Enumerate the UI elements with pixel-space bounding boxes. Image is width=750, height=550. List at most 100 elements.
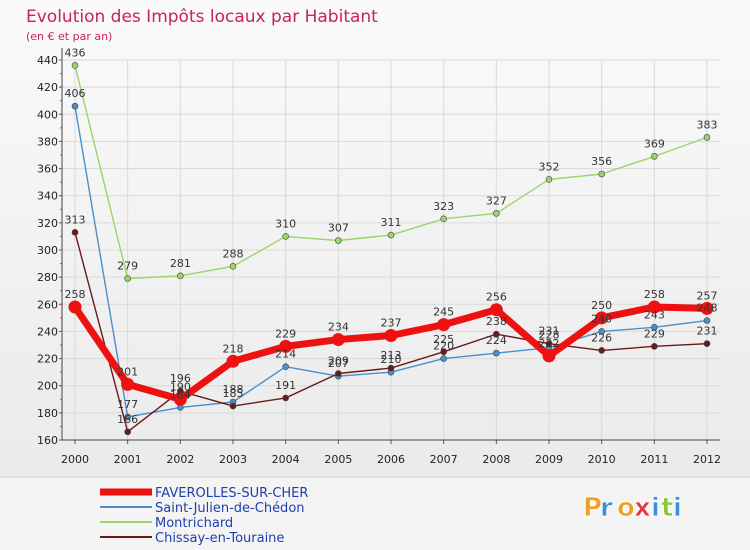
point-faverolles-sur-cher	[173, 392, 187, 406]
point-montrichard	[177, 272, 184, 280]
y-tick-label: 300	[37, 244, 58, 257]
point-saint-julien-de-chedon	[71, 102, 79, 110]
data-label-saint-julien-de-chedon: 184	[170, 388, 191, 401]
point-faverolles-sur-cher	[226, 354, 240, 368]
legend-label-faverolles-sur-cher: FAVEROLLES-SUR-CHER	[155, 486, 308, 501]
logo-letter: P	[583, 493, 602, 523]
data-label-chissay-en-touraine: 196	[170, 372, 191, 385]
legend-label-saint-julien-de-chedon: Saint-Julien-de-Chédon	[155, 501, 305, 516]
data-label-saint-julien-de-chedon: 214	[275, 348, 296, 361]
point-montrichard	[71, 62, 79, 69]
data-label-chissay-en-touraine: 225	[433, 333, 454, 346]
point-chissay-en-touraine	[703, 340, 711, 347]
data-label-saint-julien-de-chedon: 188	[223, 383, 244, 396]
x-tick-labels: 2000 2001 2002 2003 2004 2005 2006 2007 2008 2009…	[61, 453, 721, 466]
series-group	[68, 62, 714, 436]
point-montrichard	[493, 210, 500, 217]
y-tick-label: 260	[37, 298, 58, 311]
data-label-chissay-en-touraine: 213	[381, 349, 402, 362]
y-tick-label: 280	[37, 271, 58, 284]
point-saint-julien-de-chedon	[282, 363, 289, 371]
logo-letter: i	[651, 493, 660, 523]
data-label-faverolles-sur-cher: 229	[275, 327, 296, 340]
data-label-chissay-en-touraine: 191	[275, 379, 296, 392]
data-label-montrichard: 352	[539, 160, 560, 173]
data-label-chissay-en-touraine: 209	[328, 355, 349, 368]
gridlines	[62, 59, 720, 441]
data-label-faverolles-sur-cher: 222	[539, 337, 560, 350]
point-montrichard	[440, 215, 447, 223]
point-montrichard	[229, 262, 237, 270]
x-tick-label: 2006	[377, 453, 405, 466]
data-label-saint-julien-de-chedon: 224	[486, 334, 507, 347]
y-tick-label: 400	[37, 108, 58, 121]
data-label-saint-julien-de-chedon: 406	[65, 87, 86, 100]
data-label-chissay-en-touraine: 238	[486, 315, 507, 328]
point-faverolles-sur-cher	[121, 377, 135, 391]
point-montrichard	[545, 176, 553, 183]
axes	[59, 48, 720, 444]
data-label-saint-julien-de-chedon: 228	[539, 329, 560, 342]
data-label-montrichard: 307	[328, 222, 349, 235]
x-tick-label: 2001	[114, 453, 142, 466]
logo-letter: o	[617, 493, 635, 523]
x-tick-label: 2005	[324, 453, 352, 466]
x-tick-label: 2009	[535, 453, 563, 466]
data-label-faverolles-sur-cher: 258	[644, 288, 665, 301]
point-chissay-en-touraine	[598, 347, 605, 354]
data-label-saint-julien-de-chedon: 210	[381, 353, 402, 366]
data-label-saint-julien-de-chedon: 177	[117, 398, 138, 411]
data-label-chissay-en-touraine: 231	[539, 325, 560, 338]
data-label-montrichard: 383	[697, 118, 718, 131]
point-chissay-en-touraine	[493, 330, 500, 338]
data-label-saint-julien-de-chedon: 240	[591, 312, 612, 325]
data-label-faverolles-sur-cher: 237	[381, 317, 402, 330]
data-label-saint-julien-de-chedon: 220	[433, 340, 454, 353]
point-chissay-en-touraine	[282, 394, 289, 402]
data-label-saint-julien-de-chedon: 248	[697, 302, 718, 315]
data-label-chissay-en-touraine: 229	[644, 327, 665, 340]
point-saint-julien-de-chedon	[493, 349, 500, 357]
legend-label-montrichard: Montrichard	[155, 516, 233, 531]
x-tick-label: 2002	[166, 453, 194, 466]
y-tick-label: 360	[37, 163, 58, 176]
data-label-faverolles-sur-cher: 234	[328, 321, 349, 334]
point-montrichard	[124, 275, 131, 282]
point-saint-julien-de-chedon	[124, 413, 131, 421]
point-chissay-en-touraine	[124, 428, 131, 436]
data-label-faverolles-sur-cher: 201	[117, 365, 138, 378]
data-label-montrichard: 281	[170, 257, 191, 270]
data-label-montrichard: 279	[117, 260, 138, 273]
x-tick-label: 2011	[640, 453, 668, 466]
legend: FAVEROLLES-SUR-CHERSaint-Julien-de-Chédo…	[100, 486, 308, 546]
legend-label-chissay-en-touraine: Chissay-en-Touraine	[155, 531, 284, 546]
y-tick-label: 420	[37, 81, 58, 94]
data-label-montrichard: 369	[644, 137, 665, 150]
data-label-chissay-en-touraine: 226	[591, 331, 612, 344]
point-montrichard	[387, 231, 395, 239]
logo-letter: t	[661, 493, 673, 523]
point-montrichard	[335, 237, 342, 244]
x-tick-label: 2003	[219, 453, 247, 466]
data-label-saint-julien-de-chedon: 207	[328, 357, 349, 370]
point-faverolles-sur-cher	[542, 349, 556, 363]
point-chissay-en-touraine	[651, 343, 658, 350]
point-faverolles-sur-cher	[489, 303, 503, 317]
data-label-chissay-en-touraine: 185	[223, 387, 244, 400]
point-faverolles-sur-cher	[437, 318, 451, 332]
y-tick-label: 220	[37, 353, 58, 366]
y-tick-label: 380	[37, 135, 58, 148]
data-label-montrichard: 327	[486, 194, 507, 207]
data-label-montrichard: 311	[381, 216, 402, 229]
data-label-chissay-en-touraine: 166	[117, 413, 138, 426]
data-label-faverolles-sur-cher: 245	[433, 306, 454, 319]
point-faverolles-sur-cher	[647, 300, 661, 314]
data-label-montrichard: 356	[591, 155, 612, 168]
point-faverolles-sur-cher	[595, 311, 609, 325]
x-tick-label: 2000	[61, 453, 89, 466]
point-chissay-en-touraine	[440, 348, 447, 356]
data-label-faverolles-sur-cher: 258	[65, 288, 86, 301]
point-saint-julien-de-chedon	[703, 317, 711, 324]
data-labels: 406 177 184 188 214 207 210 220 224 228 240 243 248 4…	[65, 46, 718, 425]
